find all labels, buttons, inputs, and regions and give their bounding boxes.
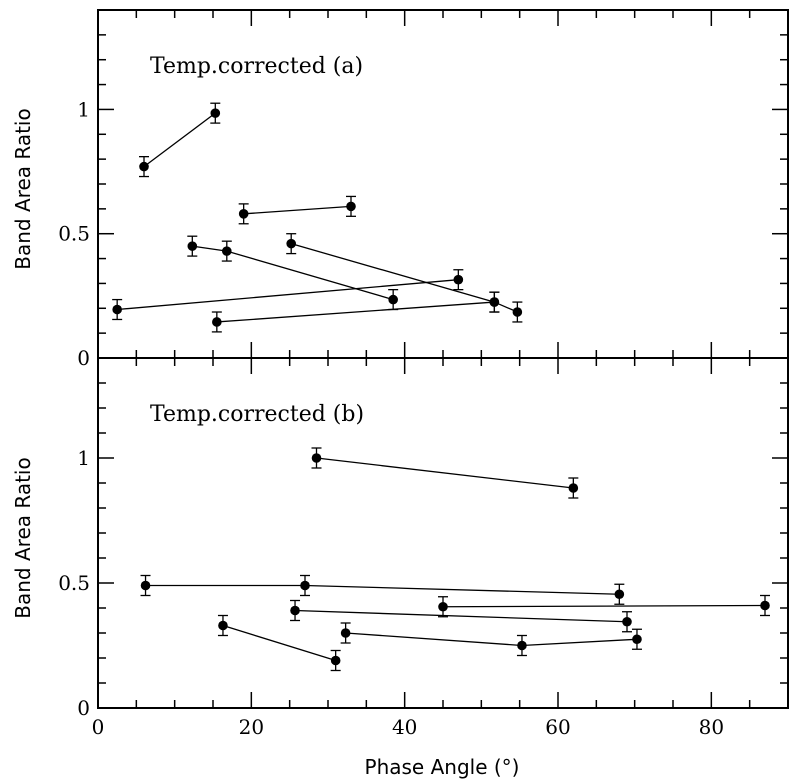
data-point: [140, 580, 151, 591]
data-point: [212, 317, 222, 327]
data-series-5: [217, 614, 341, 672]
data-point: [218, 620, 228, 631]
panel-a: 0 0.5 1 Temp.corrected (a) Band Area Ratio: [11, 9, 789, 370]
series-line: [442, 604, 766, 608]
data-series-3: [187, 235, 399, 311]
series-line: [316, 457, 574, 489]
data-point: [438, 601, 448, 612]
series-line: [222, 624, 336, 662]
y-tick-label: 0.5: [58, 222, 90, 246]
data-point: [568, 483, 579, 493]
series-line: [145, 584, 620, 595]
data-point: [290, 605, 300, 616]
series-line: [345, 632, 638, 647]
y-tick-label: 0: [77, 346, 90, 370]
data-point: [311, 453, 322, 463]
data-point: [139, 161, 149, 172]
panel-title: Temp.corrected (a): [150, 54, 363, 79]
data-point: [238, 209, 249, 219]
data-series-4: [438, 594, 770, 618]
data-point: [340, 628, 351, 638]
series-line: [243, 205, 352, 215]
data-point: [187, 241, 198, 251]
series-line: [143, 112, 216, 168]
data-point: [489, 297, 500, 307]
panel-b: 0 0.5 1 0 20 40 60 80 Temp.corrected (b) Band Are…: [11, 357, 789, 779]
data-point: [453, 274, 464, 285]
data-point: [330, 655, 341, 666]
data-series-1: [139, 102, 221, 178]
y-axis-title: Band Area Ratio: [11, 457, 35, 618]
data-series-3: [290, 599, 632, 633]
data-point: [210, 108, 221, 118]
y-tick-label: 0.5: [58, 571, 90, 595]
y-tick-label: 1: [77, 446, 90, 470]
x-axis-title: Phase Angle (°): [365, 755, 520, 779]
data-point: [286, 238, 297, 249]
data-point: [388, 294, 398, 305]
data-series-6: [340, 622, 642, 657]
data-series-2: [140, 574, 625, 605]
x-tick-label: 40: [392, 715, 417, 739]
y-tick-label: 0: [77, 696, 90, 720]
data-series-1: [311, 447, 579, 499]
x-tick-label: 0: [92, 715, 105, 739]
data-point: [760, 600, 770, 611]
data-series-2: [238, 195, 356, 225]
data-point: [512, 307, 523, 317]
data-point: [614, 589, 625, 600]
data-point: [517, 640, 527, 651]
series-line: [295, 609, 628, 623]
y-tick-label: 1: [77, 97, 90, 121]
x-tick-label: 60: [545, 715, 570, 739]
series-line: [216, 301, 495, 323]
x-tick-label: 80: [699, 715, 724, 739]
data-series-5: [112, 269, 464, 321]
series-line: [117, 279, 459, 311]
panel-title: Temp.corrected (b): [150, 402, 364, 427]
y-axis-title: Band Area Ratio: [11, 108, 35, 269]
data-point: [112, 304, 122, 315]
data-point: [622, 616, 632, 627]
series-line: [291, 243, 518, 313]
data-point: [346, 201, 356, 212]
x-tick-label: 20: [239, 715, 264, 739]
data-point: [300, 580, 310, 591]
data-point: [222, 246, 232, 256]
data-series-6: [211, 291, 500, 333]
data-point: [632, 634, 642, 645]
